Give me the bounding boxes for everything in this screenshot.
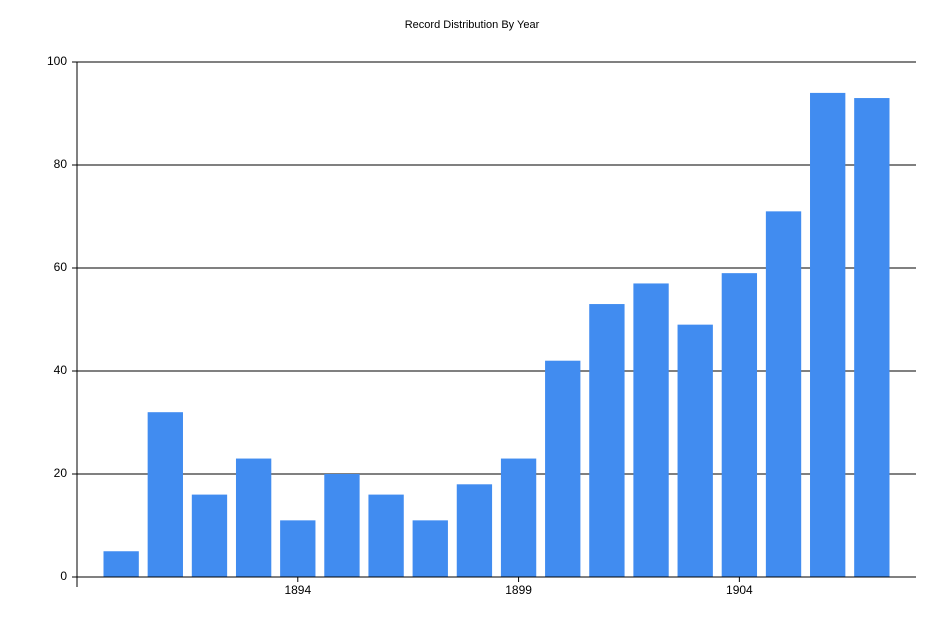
bar [412,520,448,577]
bar [721,273,758,577]
bar [677,324,713,577]
y-tick-label: 20 [54,466,68,480]
y-tick-label: 100 [47,54,67,68]
bar [147,412,183,577]
y-tick-label: 60 [54,260,68,274]
bar [765,211,802,577]
bar [456,484,493,577]
bar [500,458,537,577]
bar [633,283,669,577]
bar [854,98,890,578]
bar [324,474,360,577]
bar [235,458,272,577]
y-tick-label: 0 [60,569,67,583]
bar [280,520,316,577]
x-tick-label: 1894 [284,583,311,597]
bar [545,360,581,577]
bar [589,304,625,577]
bar [191,494,228,577]
chart-title: Record Distribution By Year [405,19,540,31]
y-tick-label: 80 [54,157,68,171]
y-tick-label: 40 [54,363,68,377]
bar [103,551,139,577]
x-tick-label: 1899 [505,583,532,597]
bar [810,92,846,578]
x-tick-label: 1904 [726,583,753,597]
bar [368,494,404,577]
